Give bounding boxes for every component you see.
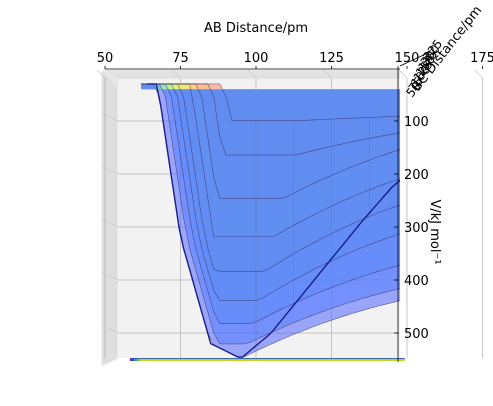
surface-wire-0 <box>141 83 400 121</box>
x-tick-label-2: 100 <box>244 51 269 66</box>
floor-contour-strip <box>130 358 405 361</box>
floor-band-5 <box>140 359 405 361</box>
surface-wire-3 <box>141 83 400 237</box>
grid-line-top-5 <box>474 69 483 79</box>
grid-line-top-0 <box>96 69 106 79</box>
z-tick-label-0: 100 <box>404 115 429 130</box>
z-axis-label: V/kJ mol⁻¹ <box>427 199 442 264</box>
z-tick-label-1: 200 <box>404 168 429 183</box>
surface-bands <box>141 83 400 357</box>
x-tick-label-3: 125 <box>319 51 344 66</box>
surface-wire-1 <box>141 83 400 156</box>
x-tick-label-4: 150 <box>395 51 420 66</box>
surface-wire-6 <box>141 83 400 324</box>
x-tick-label-1: 75 <box>172 51 189 66</box>
grid-line-top-4 <box>398 69 408 79</box>
surface-band-8 <box>141 83 400 357</box>
z-tick-label-4: 500 <box>404 327 429 342</box>
y-axis-line <box>399 51 431 67</box>
surface-wire-5 <box>141 83 400 301</box>
x-tick-label-0: 50 <box>97 51 114 66</box>
surface-front-rim <box>147 83 400 358</box>
surface-wireframe <box>141 83 400 358</box>
z-axis-ticks: 100 200 300 400 500 <box>394 115 429 342</box>
surface-wire-7 <box>141 83 400 345</box>
x-tick-label-5: 175 <box>470 51 493 66</box>
surface-wire-2 <box>141 83 400 199</box>
z-tick-label-3: 400 <box>404 274 429 289</box>
x-axis-label: AB Distance/pm <box>204 21 308 36</box>
z-tick-label-2: 300 <box>404 221 429 236</box>
y-axis-label: BC Distance/pm <box>409 3 485 94</box>
surface-wire-4 <box>141 83 400 272</box>
